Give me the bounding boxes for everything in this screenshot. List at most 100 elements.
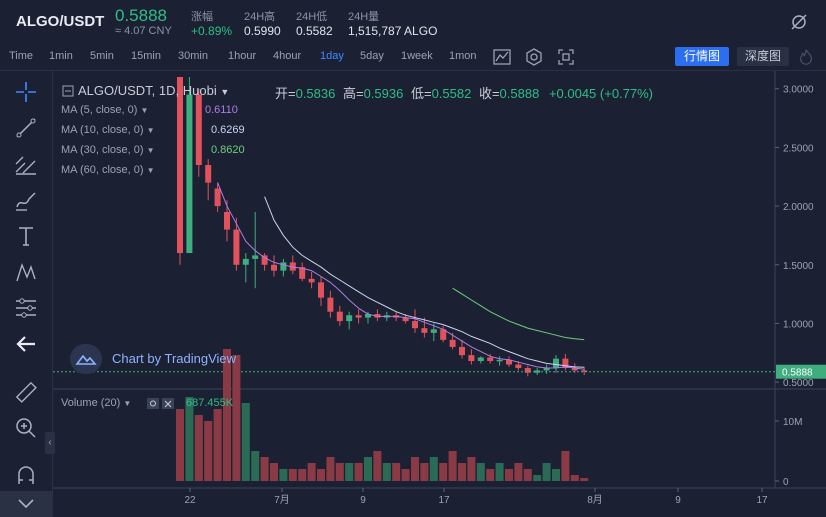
tf-1week[interactable]: 1week [401,50,433,62]
time-tick-label: 7月 [274,494,290,506]
ma5-value: 0.6110 [205,104,238,116]
hide-chart-icon[interactable] [790,13,808,31]
change-value: +0.0045 (+0.77%) [548,86,654,101]
ma10-legend[interactable]: MA (10, close, 0) ▼ [61,124,155,136]
volume-bar [204,421,213,481]
volume-bar [552,469,560,481]
tab-depth-chart[interactable]: 深度图 [737,47,789,66]
crosshair-icon[interactable] [13,79,39,105]
candle-down [459,346,465,356]
tab-market-chart[interactable]: 行情图 [675,47,729,66]
ma30-line [452,287,585,341]
flame-icon[interactable] [797,47,815,67]
stat-value-low: 0.5582 [296,24,333,38]
collapse-toolbar-button[interactable] [0,491,52,517]
tf-1hour[interactable]: 1hour [228,50,257,62]
price-tick-label: 1.0000 [783,319,814,330]
time-tick-label: 9 [675,495,681,506]
tf-4hour[interactable]: 4hour [273,50,302,62]
candle-up [365,314,371,318]
volume-bar [392,463,401,481]
ma10-line [264,196,585,368]
ruler-icon[interactable] [13,379,39,405]
volume-bar [476,463,485,481]
ma5-legend[interactable]: MA (5, close, 0) ▼ [61,104,148,116]
candle-down [374,314,381,318]
collapse-sidebar-button[interactable]: ‹ [45,432,55,454]
tf-30min[interactable]: 30min [178,50,208,62]
candle-down [487,357,494,362]
cloud-icon [75,354,97,365]
volume-bar [279,469,288,481]
candle-down [289,262,296,271]
tf-time[interactable]: Time [9,50,34,62]
zoom-icon[interactable] [13,415,39,441]
chevron-down-icon [18,499,34,509]
price-tick-label: 1.5000 [783,261,814,272]
volume-settings-icon[interactable] [146,397,176,410]
timeframe-toolbar: Time 1min 5min 15min 30min 1hour 4hour 1… [0,44,826,71]
symbol-legend[interactable]: ALGO/USDT, 1D, Huobi ▼ [78,83,229,98]
fib-icon[interactable] [13,151,39,177]
open-value: 0.5836 [295,86,336,101]
fullscreen-icon[interactable] [556,47,576,67]
candle-down [308,278,315,283]
volume-bar [542,463,551,481]
pattern-icon[interactable] [13,259,39,285]
stat-label-high: 24H高 [244,11,276,23]
chart-type-icon[interactable] [492,47,512,67]
candle-down [449,339,456,347]
stat-value-volume: 1,515,787 ALGO [348,24,438,38]
ma10-value: 0.6269 [211,124,245,136]
candle-down [402,317,409,322]
tf-5min[interactable]: 5min [90,50,114,62]
brush-icon[interactable] [13,187,39,213]
volume-bar [241,403,250,481]
volume-bar [561,451,570,481]
volume-bar [401,469,410,481]
prediction-icon[interactable] [13,295,39,321]
candle-down [562,358,569,369]
ma60-legend[interactable]: MA (60, close, 0) ▼ [61,164,155,176]
candle-down [299,267,306,279]
text-icon[interactable] [13,223,39,249]
volume-bar [176,409,184,481]
volume-tick-label: 0 [783,477,789,488]
volume-bar [439,463,448,481]
magnet-icon[interactable] [13,463,39,489]
volume-bar [364,457,372,481]
tf-15min[interactable]: 15min [131,50,161,62]
chart-canvas[interactable]: 3.00002.50002.00001.50001.00000.50000.58… [53,71,826,517]
candle-up [346,315,353,322]
tradingview-logo[interactable] [70,344,102,374]
chevron-down-icon: ▼ [146,126,155,135]
candle-up [543,368,550,371]
tradingview-watermark[interactable]: Chart by TradingView [112,351,237,366]
settings-icon[interactable] [524,47,544,67]
volume-legend[interactable]: Volume (20) ▼ [61,397,131,409]
low-label: 低= [410,86,432,101]
tf-1min[interactable]: 1min [49,50,73,62]
volume-bar [354,463,363,481]
chevron-down-icon: ▼ [146,146,155,155]
candle-down [327,297,334,312]
volume-bar [570,475,579,481]
chevron-down-icon: ▼ [146,166,155,175]
low-value: 0.5582 [431,86,472,101]
candle-down [524,368,531,373]
candle-down [506,359,512,365]
stat-value-high: 0.5990 [244,24,281,38]
collapse-legend-icon[interactable] [62,85,74,97]
ma30-legend[interactable]: MA (30, close, 0) ▼ [61,144,155,156]
trendline-icon[interactable] [13,115,39,141]
volume-bar [232,355,241,481]
candle-down [233,229,240,265]
close-value: 0.5888 [499,86,540,101]
volume-bar [194,415,203,481]
tf-1mon[interactable]: 1mon [449,50,477,62]
volume-bar [467,457,476,481]
tf-5day[interactable]: 5day [360,50,384,62]
pair-name[interactable]: ALGO/USDT [16,13,105,30]
tf-1day[interactable]: 1day [320,50,344,62]
back-arrow-icon[interactable] [13,331,39,357]
